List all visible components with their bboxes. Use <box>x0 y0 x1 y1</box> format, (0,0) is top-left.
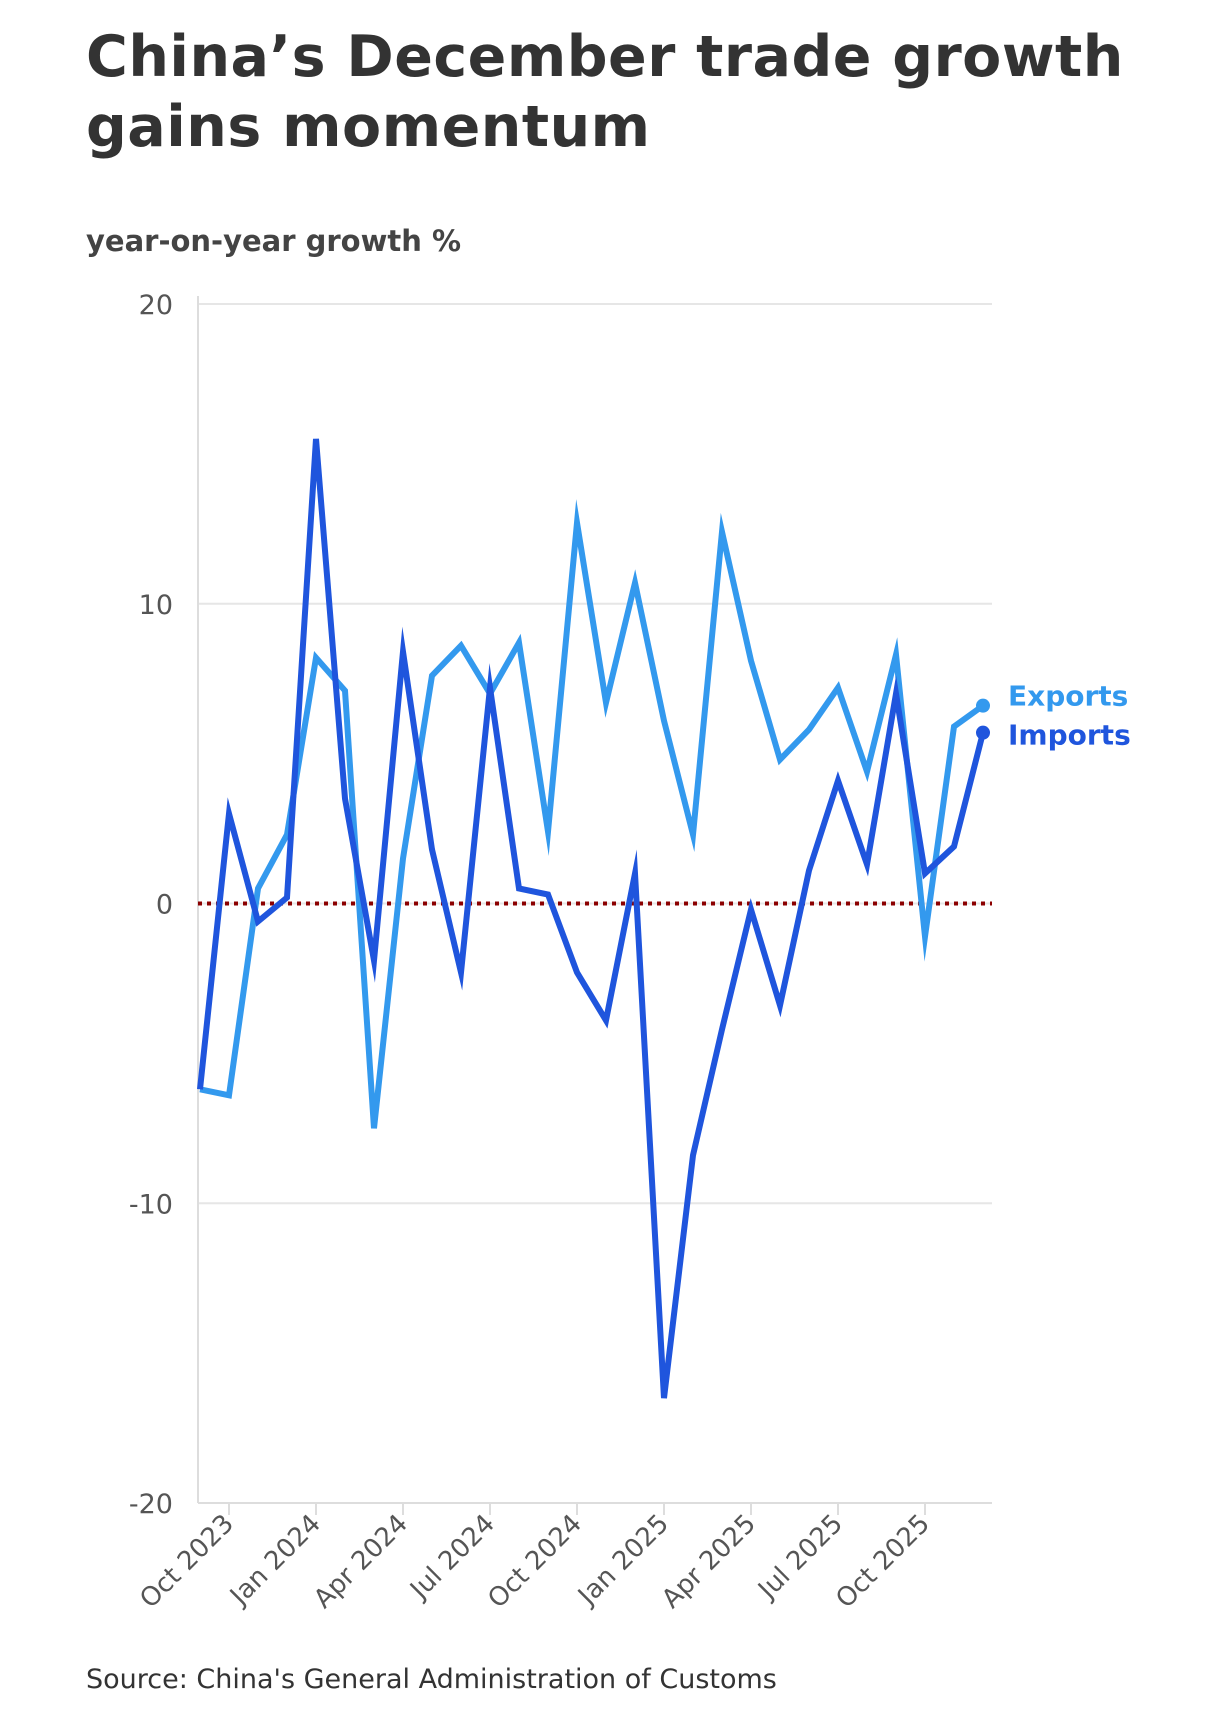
y-tick-label: 20 <box>139 290 173 321</box>
x-tick-label: Oct 2024 <box>482 1509 588 1615</box>
y-axis-ticks: 20 10 0 -10 -20 <box>129 290 173 1520</box>
y-tick-label: -10 <box>129 1189 173 1220</box>
series-end-labels: Exports Imports <box>1008 680 1131 752</box>
y-tick-label: -20 <box>129 1489 173 1520</box>
y-tick-label: 0 <box>156 890 173 921</box>
series-end-point-exports <box>976 698 990 713</box>
series-label-imports: Imports <box>1008 719 1131 752</box>
axes <box>197 296 992 1504</box>
series-end-point-imports <box>976 725 990 740</box>
series-label-exports: Exports <box>1008 680 1128 713</box>
source-note: Source: China's General Administration o… <box>86 1664 777 1695</box>
y-tick-label: 10 <box>139 590 173 621</box>
series-line-exports <box>199 499 985 1129</box>
y-axis-label: year-on-year growth % <box>86 224 462 258</box>
x-tick-label: Apr 2025 <box>656 1509 762 1615</box>
x-tick-label: Oct 2023 <box>134 1509 240 1615</box>
x-tick-label: Apr 2024 <box>308 1509 414 1615</box>
chart-title: China’s December trade growth gains mome… <box>86 24 1124 160</box>
series-line-imports <box>197 438 986 1399</box>
x-tick-label: Oct 2025 <box>830 1509 936 1615</box>
series-lines <box>197 438 990 1399</box>
